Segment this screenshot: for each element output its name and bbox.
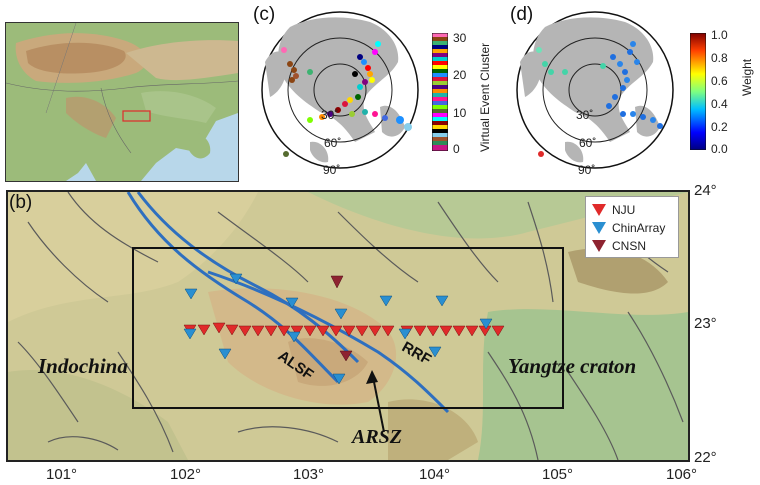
nju-legend-icon (592, 204, 606, 216)
lon-tick-104: 104° (419, 466, 451, 483)
legend-row-chinarray: ChinArray (592, 219, 678, 237)
arsz-label: ARSZ (352, 426, 403, 448)
legend-row-nju: NJU (592, 201, 678, 219)
regional-map-image (6, 23, 238, 181)
lon-tick-102: 102° (170, 466, 202, 483)
lon-tick-101: 101° (46, 466, 78, 483)
arsz-arrow-head (366, 370, 378, 384)
major-faults (126, 192, 450, 414)
legend-label-cnsn: CNSN (612, 239, 647, 253)
panel-label-d: (d) (510, 4, 534, 25)
cluster-tick-10: 10 (453, 106, 467, 120)
weight-tick-0.8: 0.8 (711, 51, 728, 65)
cnsn-stations (330, 275, 353, 362)
lat-tick-23: 23° (694, 315, 717, 332)
lon-tick-103: 103° (293, 466, 325, 483)
cluster-tick-30: 30 (453, 31, 467, 45)
cluster-tick-0: 0 (453, 142, 460, 156)
cluster-events (281, 41, 412, 157)
station-legend: NJU ChinArray CNSN (585, 196, 679, 258)
ring-label-30-c: 30˚ (321, 108, 338, 122)
ring-label-60-d: 60˚ (579, 136, 596, 150)
cluster-tick-20: 20 (453, 68, 467, 82)
polar-plot-c: 30˚ 60˚ 90˚ (261, 11, 419, 177)
panel-label-c: (c) (253, 4, 276, 25)
region-label-yangtze: Yangtze craton (508, 354, 637, 378)
lat-tick-22: 22° (694, 449, 717, 466)
ring-label-30-d: 30˚ (576, 108, 593, 122)
weight-events (536, 41, 663, 157)
lat-tick-24: 24° (694, 182, 717, 199)
weight-tick-1: 1.0 (711, 28, 728, 42)
panel-label-b: (b) (9, 192, 33, 213)
cnsn-legend-icon (592, 240, 606, 252)
nju-stations (183, 322, 505, 337)
weight-tick-0.2: 0.2 (711, 120, 728, 134)
ring-label-60-c: 60˚ (324, 136, 341, 150)
lon-tick-106: 106° (666, 466, 698, 483)
study-area-box (122, 110, 151, 122)
weight-colorbar-title: Weight (740, 58, 754, 96)
cluster-colorbar-title: Virtual Event Cluster (478, 42, 492, 152)
legend-row-cnsn: CNSN (592, 237, 678, 255)
polar-plot-d: 30˚ 60˚ 90˚ (516, 11, 674, 177)
region-label-indochina: Indochina (38, 354, 128, 378)
lon-tick-105: 105° (542, 466, 574, 483)
regional-map (5, 22, 239, 182)
weight-tick-0.6: 0.6 (711, 74, 728, 88)
weight-tick-0: 0.0 (711, 142, 728, 156)
ring-label-90-d: 90˚ (578, 163, 595, 177)
study-area-map (6, 190, 690, 462)
weight-colorbar (690, 33, 706, 150)
chinarray-legend-icon (592, 222, 606, 234)
weight-tick-0.4: 0.4 (711, 97, 728, 111)
station-markers (183, 273, 505, 433)
legend-label-nju: NJU (612, 203, 636, 217)
legend-label-chinarray: ChinArray (612, 221, 666, 235)
cluster-colorbar (432, 33, 448, 151)
ring-label-90-c: 90˚ (323, 163, 340, 177)
study-region-box (132, 247, 564, 409)
minor-faults (17, 192, 684, 460)
chinarray-stations (183, 273, 493, 385)
